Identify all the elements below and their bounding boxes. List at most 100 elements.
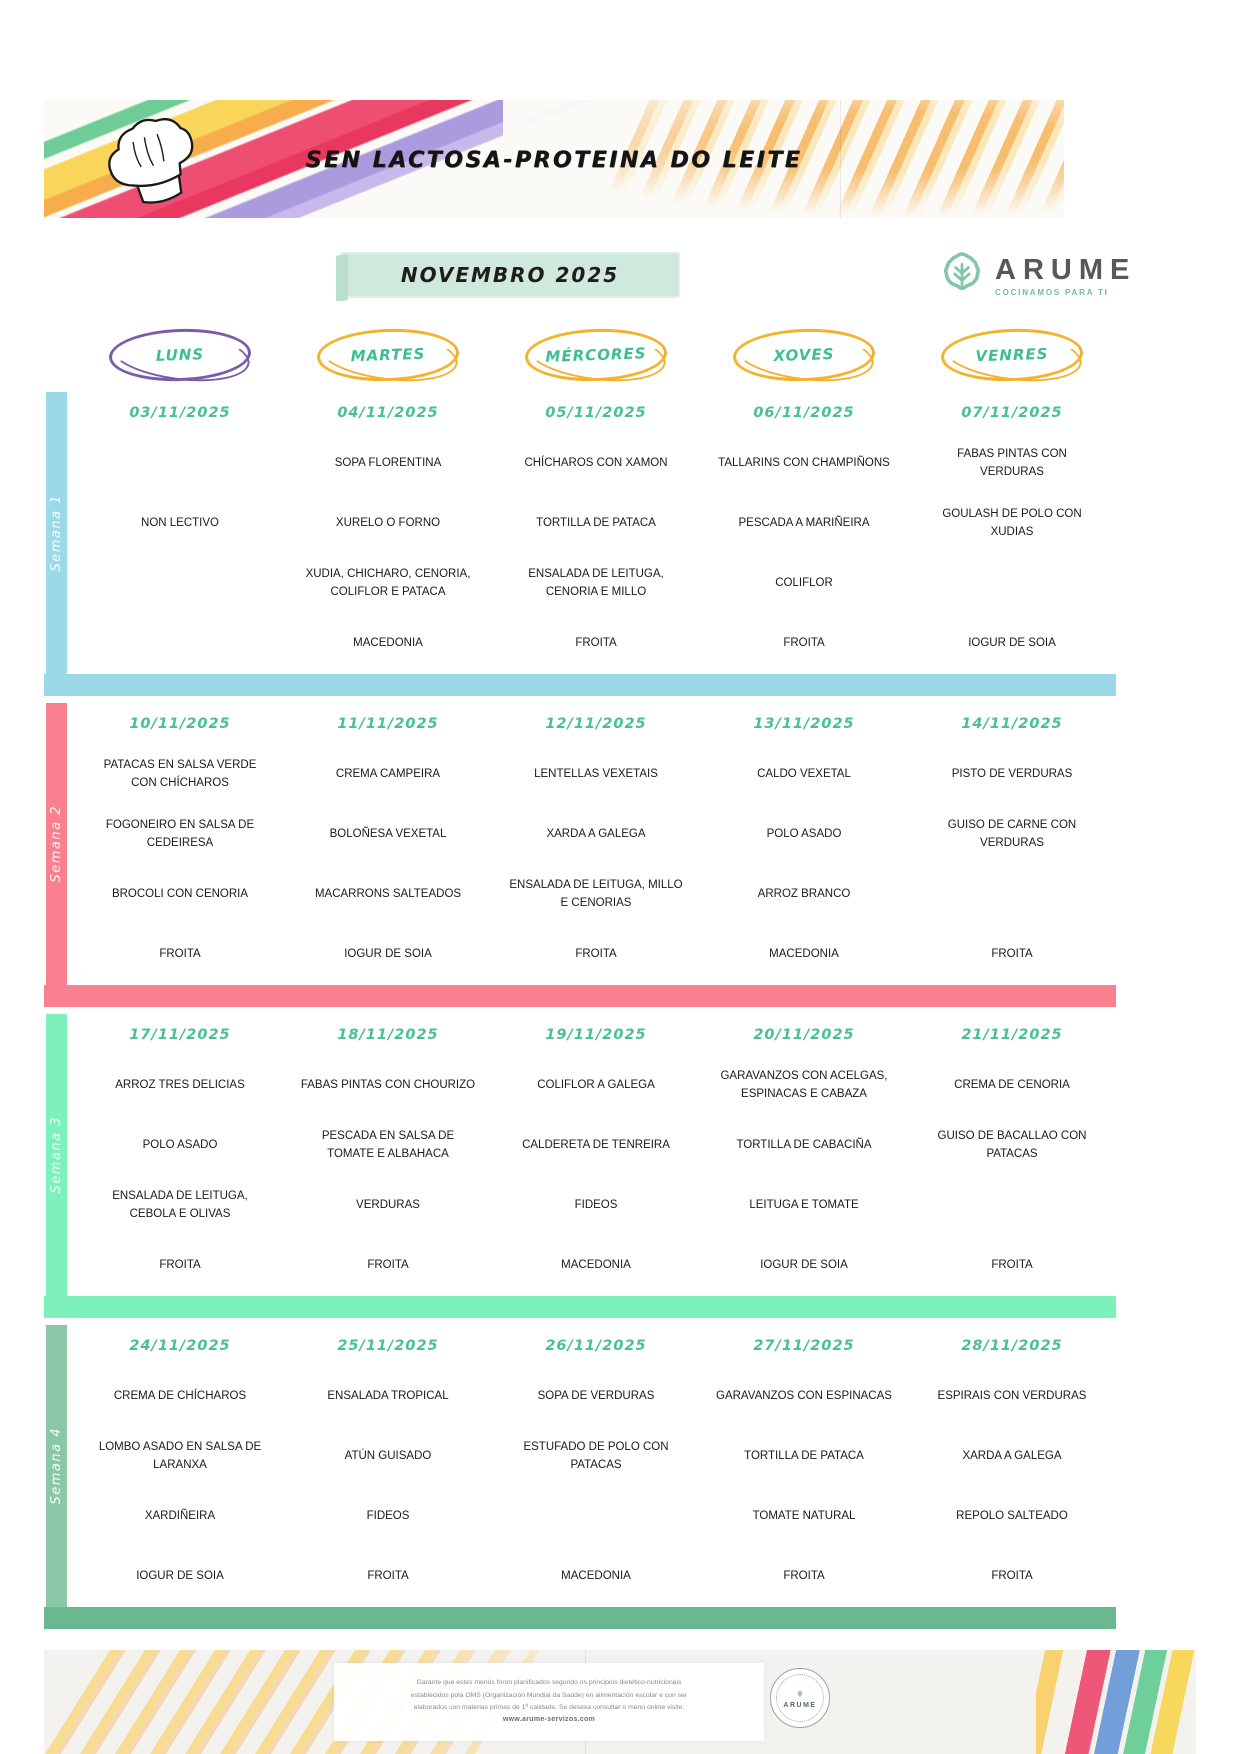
menu-cell: FIDEOS [574,1199,618,1212]
menu-cell: BOLOÑESA VEXETAL [329,828,447,841]
week-block: Semana 3 17/11/2025 18/11/2025 19/11/2025 20… [44,1014,1116,1318]
menu-cell: ENSALADA DE LEITUGA, CEBOLA E OLIVAS [112,1190,248,1220]
menu-cell: ARROZ BRANCO [757,888,851,901]
weekday-oval: MARTES [316,326,460,384]
menu-cell: FROITA [991,948,1033,961]
watercolor-fade [503,100,1064,218]
footer-watercolor-banner: Garante que estes menús foron planificad… [44,1650,1196,1754]
menu-cell: MACARRONS SALTEADOS [314,888,462,901]
menu-cell: GARAVANZOS CON ACELGAS, ESPINACAS E CABA… [720,1070,888,1100]
week-label: Semana 2 [49,805,64,883]
week-bottom-bar [44,674,1116,696]
arume-logo: ARUME COCINAMOS PARA TI [938,250,1136,303]
footer-website-url: www.arume-servizos.com [502,1716,596,1724]
weekday-cell: MARTES [284,326,492,384]
date-cell: 03/11/2025 [129,405,231,421]
week-label: Semana 4 [49,1427,64,1505]
weekday-oval: LUNS [108,326,252,384]
date-cell: 25/11/2025 [337,1338,439,1354]
week-grid: 17/11/2025 18/11/2025 19/11/2025 20/11/2025… [76,1014,1116,1296]
menu-cell: NON LECTIVO [141,517,219,530]
footer-right-brushstrokes [1036,1650,1196,1754]
logo-wordmark: ARUME [995,254,1137,286]
menu-cell: FROITA [991,1259,1033,1272]
menu-cell: FABAS PINTAS CON VERDURAS [957,448,1067,478]
footer-info-box: Garante que estes menús foron planificad… [334,1663,764,1741]
weekday-label: VENRES [975,344,1049,366]
week-sidebar: Semana 3 [46,1014,67,1296]
weekday-oval: MÉRCORES [524,326,668,384]
footer-text-line: Garante que estes menús foron planificad… [416,1679,682,1687]
week-grid: 10/11/2025 11/11/2025 12/11/2025 13/11/2025… [76,703,1116,985]
menu-cell: FROITA [783,1570,825,1583]
weekday-label: MÉRCORES [545,344,647,366]
menu-cell: REPOLO SALTEADO [956,1510,1068,1523]
tree-icon [938,250,986,303]
menus-table: Semana 1 03/11/2025 04/11/2025 05/11/2025 06… [44,392,1116,1636]
date-cell: 19/11/2025 [545,1027,647,1043]
week-sidebar: Semana 2 [46,703,67,985]
footer-text-line: elaborados con materias primas de 1ª cal… [413,1703,685,1711]
chef-hat-icon [92,108,214,218]
menu-cell: ESTUFADO DE POLO CON PATACAS [523,1441,669,1471]
menu-cell: IOGUR DE SOIA [136,1570,224,1583]
stamp-label: ARUME [783,1702,817,1709]
menu-cell: CREMA CAMPEIRA [335,768,441,781]
week-block: Semana 4 24/11/2025 25/11/2025 26/11/2025 27… [44,1325,1116,1629]
menu-cell: FROITA [367,1570,409,1583]
menu-cell: ESPIRAIS CON VERDURAS [937,1390,1087,1403]
menu-cell: FIDEOS [366,1510,410,1523]
menu-cell: CALDERETA DE TENREIRA [522,1139,670,1152]
menu-cell: FROITA [783,637,825,650]
menu-cell: PATACAS EN SALSA VERDE CON CHÍCHAROS [103,759,257,789]
menu-cell [908,554,1116,614]
week-bottom-bar [44,1296,1116,1318]
date-cell: 13/11/2025 [753,716,855,732]
menu-cell: PESCADA A MARIÑEIRA [738,517,870,530]
menu-cell: ENSALADA DE LEITUGA, CENORIA E MILLO [528,568,664,598]
menu-cell: LOMBO ASADO EN SALSA DE LARANXA [98,1441,262,1471]
menu-cell: ARROZ TRES DELICIAS [115,1079,245,1092]
menu-cell: FROITA [991,1570,1033,1583]
menu-cell: PESCADA EN SALSA DE TOMATE E ALBAHACA [321,1130,455,1160]
logo-tagline: COCINAMOS PARA TI [995,288,1109,297]
date-cell: 06/11/2025 [753,405,855,421]
date-cell: 21/11/2025 [961,1027,1063,1043]
menu-cell: XURELO O FORNO [335,517,441,530]
menu-cell: VERDURAS [356,1199,420,1212]
menu-cell: FROITA [159,948,201,961]
menu-cell: GOULASH DE POLO CON XUDIAS [942,508,1082,538]
date-cell: 04/11/2025 [337,405,439,421]
menu-cell: FOGONEIRO EN SALSA DE CEDEIRESA [105,819,255,849]
menu-cell: COLIFLOR [775,577,833,590]
date-cell: 07/11/2025 [961,405,1063,421]
menu-cell: ENSALADA TROPICAL [327,1390,449,1403]
menu-cell: LEITUGA E TOMATE [749,1199,859,1212]
week-label: Semana 3 [49,1116,64,1194]
week-block: Semana 2 10/11/2025 11/11/2025 12/11/2025 13… [44,703,1116,1007]
footer-text-line: establecidos pola OMS (Organización Mund… [410,1691,688,1699]
menu-cell: GUISO DE CARNE CON VERDURAS [947,819,1077,849]
date-cell: 11/11/2025 [337,716,439,732]
menu-cell: GARAVANZOS CON ESPINACAS [716,1390,892,1403]
menu-cell: POLO ASADO [766,828,842,841]
menu-cell: FROITA [367,1259,409,1272]
date-cell: 17/11/2025 [129,1027,231,1043]
week-bottom-bar [44,1607,1116,1629]
menu-cell: FABAS PINTAS CON CHOURIZO [300,1079,476,1092]
date-cell: 10/11/2025 [129,716,231,732]
weekday-label: LUNS [155,345,205,365]
page-title: SEN LACTOSA-PROTEINA DO LEITE [305,148,803,173]
menu-cell: XUDIA, CHICHARO, CENORIA, COLIFLOR E PAT… [305,568,471,598]
menu-cell [76,554,284,614]
weekday-oval: XOVES [732,326,876,384]
menu-cell: SOPA FLORENTINA [334,457,442,470]
menu-cell: XARDA A GALEGA [546,828,646,841]
date-cell: 05/11/2025 [545,405,647,421]
menu-cell: POLO ASADO [142,1139,218,1152]
menu-cell: CREMA DE CENORIA [954,1079,1070,1092]
arume-stamp-seal: ARUME [770,1668,830,1728]
date-cell: 24/11/2025 [129,1338,231,1354]
menu-cell: CHÍCHAROS CON XAMON [524,457,668,470]
menu-cell: TORTILLA DE CABACIÑA [736,1139,872,1152]
